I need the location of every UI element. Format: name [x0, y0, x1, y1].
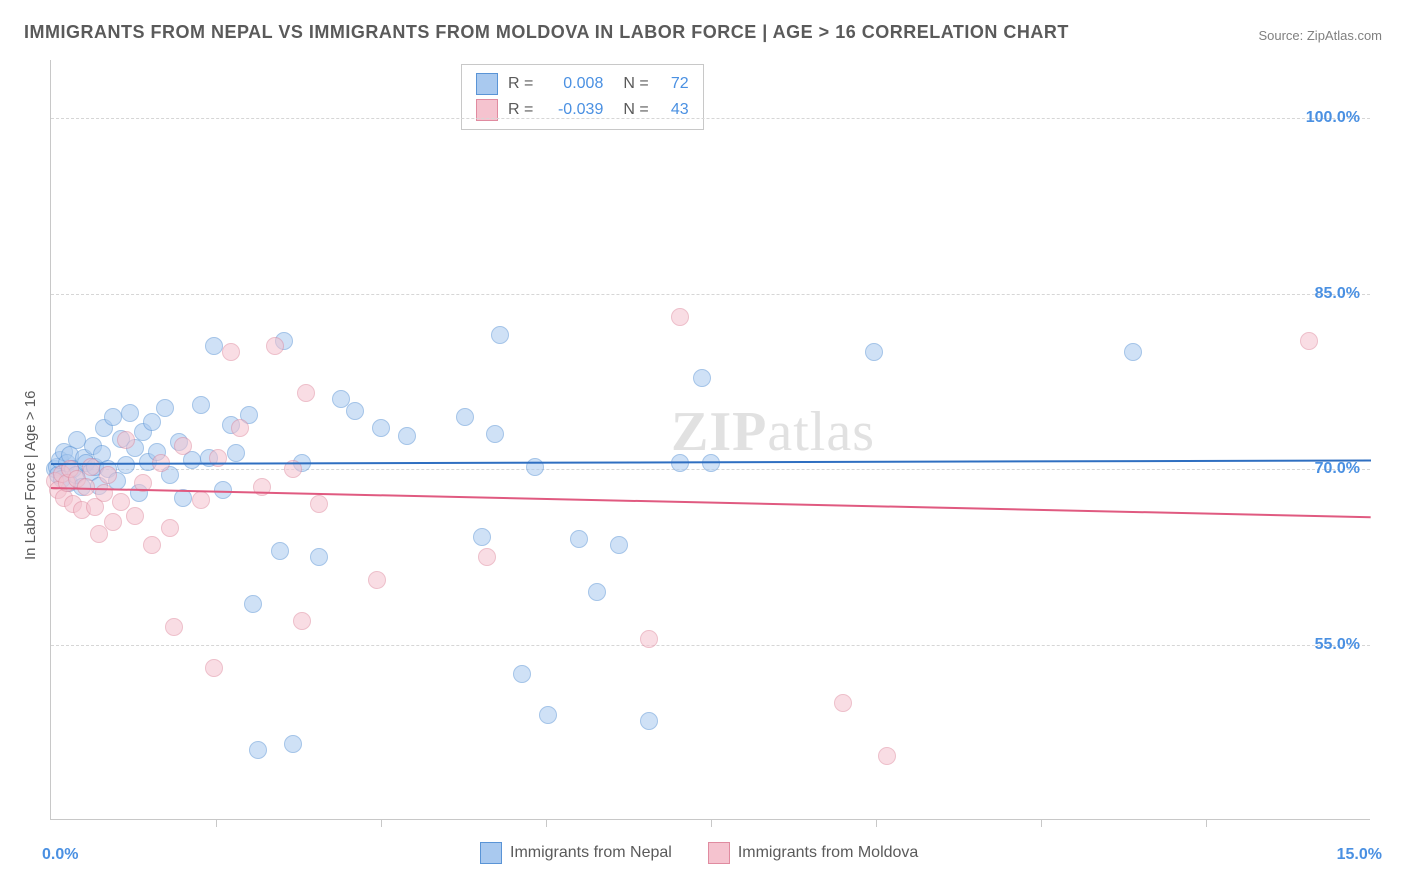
scatter-point: [82, 458, 100, 476]
legend-swatch-series1: [480, 842, 502, 864]
scatter-point: [174, 489, 192, 507]
scatter-point: [702, 454, 720, 472]
n-value-series1: 72: [659, 75, 689, 93]
scatter-point: [249, 741, 267, 759]
scatter-point: [192, 491, 210, 509]
scatter-point: [104, 513, 122, 531]
scatter-point: [266, 337, 284, 355]
scatter-point: [297, 384, 315, 402]
watermark: ZIPatlas: [671, 400, 875, 464]
gridline: [51, 294, 1370, 295]
scatter-point: [310, 495, 328, 513]
legend-label-series1: Immigrants from Nepal: [510, 844, 672, 862]
y-tick-label: 85.0%: [1315, 285, 1360, 303]
scatter-point: [156, 399, 174, 417]
bottom-legend: Immigrants from Nepal Immigrants from Mo…: [480, 842, 918, 864]
trend-line: [51, 487, 1371, 518]
scatter-point: [368, 571, 386, 589]
legend-item-series2: Immigrants from Moldova: [708, 842, 919, 864]
x-tick: [876, 819, 877, 827]
x-min-label: 0.0%: [42, 846, 78, 864]
scatter-point: [640, 630, 658, 648]
scatter-point: [244, 595, 262, 613]
legend-label-series2: Immigrants from Moldova: [738, 844, 919, 862]
scatter-point: [570, 530, 588, 548]
scatter-point: [161, 519, 179, 537]
scatter-point: [1124, 343, 1142, 361]
scatter-point: [271, 542, 289, 560]
scatter-point: [310, 548, 328, 566]
scatter-point: [693, 369, 711, 387]
r-label: R =: [508, 101, 533, 119]
chart-title: IMMIGRANTS FROM NEPAL VS IMMIGRANTS FROM…: [24, 22, 1069, 43]
scatter-point: [192, 396, 210, 414]
scatter-point: [398, 427, 416, 445]
scatter-point: [104, 408, 122, 426]
scatter-point: [205, 337, 223, 355]
source-attribution: Source: ZipAtlas.com: [1258, 28, 1382, 43]
scatter-point: [231, 419, 249, 437]
scatter-point: [143, 536, 161, 554]
scatter-point: [834, 694, 852, 712]
stats-row-series1: R = 0.008 N = 72: [476, 71, 689, 97]
scatter-point: [539, 706, 557, 724]
scatter-point: [205, 659, 223, 677]
scatter-point: [99, 466, 117, 484]
scatter-point: [478, 548, 496, 566]
x-tick: [216, 819, 217, 827]
n-label: N =: [623, 101, 648, 119]
scatter-point: [671, 308, 689, 326]
scatter-point: [165, 618, 183, 636]
y-axis-title: In Labor Force | Age > 16: [22, 391, 39, 560]
scatter-point: [293, 612, 311, 630]
swatch-series1: [476, 73, 498, 95]
x-max-label: 15.0%: [1337, 846, 1382, 864]
scatter-point: [227, 444, 245, 462]
scatter-point: [346, 402, 364, 420]
scatter-point: [456, 408, 474, 426]
scatter-point: [878, 747, 896, 765]
x-tick: [546, 819, 547, 827]
scatter-point: [610, 536, 628, 554]
r-label: R =: [508, 75, 533, 93]
y-tick-label: 100.0%: [1306, 109, 1360, 127]
correlation-stats-box: R = 0.008 N = 72 R = -0.039 N = 43: [461, 64, 704, 130]
watermark-zip: ZIP: [671, 401, 767, 463]
scatter-point: [491, 326, 509, 344]
gridline: [51, 645, 1370, 646]
scatter-point: [174, 437, 192, 455]
scatter-point: [126, 507, 144, 525]
scatter-point: [588, 583, 606, 601]
scatter-point: [117, 431, 135, 449]
x-tick: [1041, 819, 1042, 827]
scatter-point: [143, 413, 161, 431]
gridline: [51, 118, 1370, 119]
scatter-point: [865, 343, 883, 361]
scatter-point: [372, 419, 390, 437]
y-tick-label: 70.0%: [1315, 460, 1360, 478]
scatter-point: [526, 458, 544, 476]
scatter-point: [513, 665, 531, 683]
scatter-point: [486, 425, 504, 443]
n-value-series2: 43: [659, 101, 689, 119]
x-tick: [1206, 819, 1207, 827]
legend-swatch-series2: [708, 842, 730, 864]
scatter-point: [671, 454, 689, 472]
y-tick-label: 55.0%: [1315, 636, 1360, 654]
scatter-point: [640, 712, 658, 730]
scatter-plot-area: ZIPatlas R = 0.008 N = 72 R = -0.039 N =…: [50, 60, 1370, 820]
scatter-point: [121, 404, 139, 422]
x-tick: [711, 819, 712, 827]
r-value-series2: -0.039: [543, 101, 603, 119]
scatter-point: [473, 528, 491, 546]
scatter-point: [284, 735, 302, 753]
r-value-series1: 0.008: [543, 75, 603, 93]
x-tick: [381, 819, 382, 827]
watermark-atlas: atlas: [767, 401, 875, 463]
scatter-point: [1300, 332, 1318, 350]
scatter-point: [95, 484, 113, 502]
scatter-point: [222, 343, 240, 361]
legend-item-series1: Immigrants from Nepal: [480, 842, 672, 864]
n-label: N =: [623, 75, 648, 93]
